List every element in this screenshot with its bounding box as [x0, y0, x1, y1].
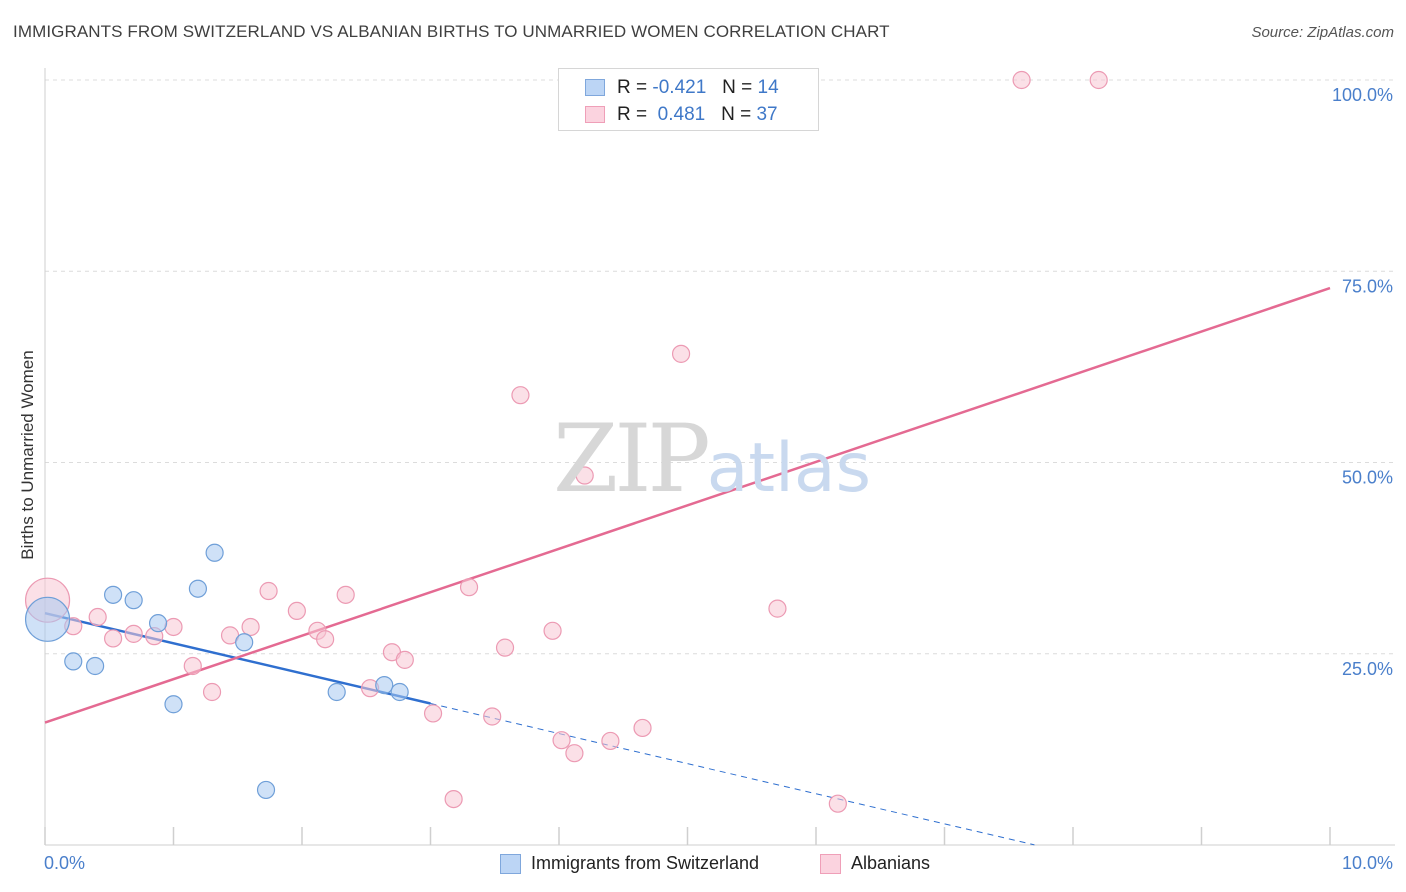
point-albanians: [423, 704, 443, 723]
point-albanians: [768, 599, 787, 618]
tick-labels: 25.0% 50.0% 75.0% 100.0% 0.0% 10.0%: [44, 85, 1393, 873]
point-switzerland: [235, 633, 254, 652]
r-value: 0.481: [652, 104, 706, 125]
point-albanians: [124, 624, 143, 643]
point-albanians: [241, 617, 260, 637]
point-albanians: [483, 707, 502, 726]
legend-label-switzerland: Immigrants from Switzerland: [531, 853, 760, 873]
point-switzerland: [64, 652, 83, 671]
point-albanians: [495, 638, 515, 657]
point-switzerland: [188, 579, 208, 598]
x-tick-label: 10.0%: [1342, 853, 1393, 873]
axes: [44, 68, 1395, 846]
legend-label-albanians: Albanians: [851, 853, 931, 873]
watermark-zip: ZIP: [553, 405, 711, 514]
point-albanians: [552, 731, 571, 750]
point-albanians: [1012, 70, 1031, 90]
point-albanians: [633, 718, 652, 738]
point-switzerland: [256, 780, 276, 800]
data-points: [24, 70, 1108, 813]
point-albanians: [202, 682, 222, 702]
watermark-atlas: atlas: [706, 429, 872, 508]
n-label: N =: [721, 104, 752, 125]
y-axis-label: Births to Unmarried Women: [18, 350, 37, 560]
point-switzerland: [390, 682, 409, 702]
point-albanians: [828, 794, 847, 813]
r-label: R =: [617, 104, 648, 125]
chart-title: IMMIGRANTS FROM SWITZERLAND VS ALBANIAN …: [13, 22, 890, 41]
point-albanians: [671, 344, 691, 363]
point-albanians: [259, 581, 278, 601]
y-tick-label: 75.0%: [1342, 276, 1393, 296]
y-tick-label: 100.0%: [1332, 85, 1393, 105]
point-albanians: [336, 585, 355, 604]
point-switzerland: [205, 543, 224, 562]
point-albanians: [88, 607, 107, 627]
r-label: R =: [617, 77, 648, 98]
point-switzerland: [375, 676, 394, 695]
point-albanians: [164, 617, 183, 637]
point-switzerland: [24, 596, 71, 642]
point-albanians: [183, 656, 202, 676]
chart-source: Source: ZipAtlas.com: [1251, 24, 1394, 41]
point-albanians: [601, 731, 620, 751]
n-value: 37: [756, 104, 778, 125]
point-albanians: [395, 650, 414, 669]
n-label: N =: [722, 77, 753, 98]
stats-legend: R = -0.421 N = 14 R = 0.481 N = 37: [558, 68, 819, 131]
point-switzerland: [327, 682, 346, 702]
n-value: 14: [757, 77, 779, 98]
point-albanians: [1089, 70, 1108, 90]
point-switzerland: [124, 591, 143, 610]
albanians-swatch: [585, 106, 605, 123]
point-albanians: [316, 630, 335, 649]
point-albanians: [104, 629, 123, 648]
x-tick-label: 0.0%: [44, 853, 85, 873]
point-albanians: [459, 578, 479, 597]
point-albanians: [565, 744, 584, 763]
trend-line-1: [44, 286, 1331, 724]
point-switzerland: [104, 585, 123, 604]
point-albanians: [287, 601, 306, 621]
point-albanians: [575, 466, 594, 485]
legend-swatch-switzerland: [500, 854, 521, 874]
y-tick-label: 25.0%: [1342, 659, 1393, 679]
gridlines: [45, 79, 1395, 655]
point-albanians: [444, 789, 463, 809]
switzerland-swatch: [585, 79, 605, 96]
y-tick-label: 50.0%: [1342, 468, 1393, 488]
point-albanians: [511, 386, 530, 405]
point-switzerland: [148, 614, 168, 633]
point-switzerland: [164, 695, 183, 714]
trend-lines: [44, 286, 1331, 846]
watermark: ZIPatlas: [553, 405, 871, 514]
trend-line-extension-0: [430, 702, 1035, 846]
legend-swatch-albanians: [820, 854, 841, 874]
point-albanians: [543, 621, 562, 640]
r-value: -0.421: [652, 77, 707, 98]
point-switzerland: [86, 656, 105, 676]
